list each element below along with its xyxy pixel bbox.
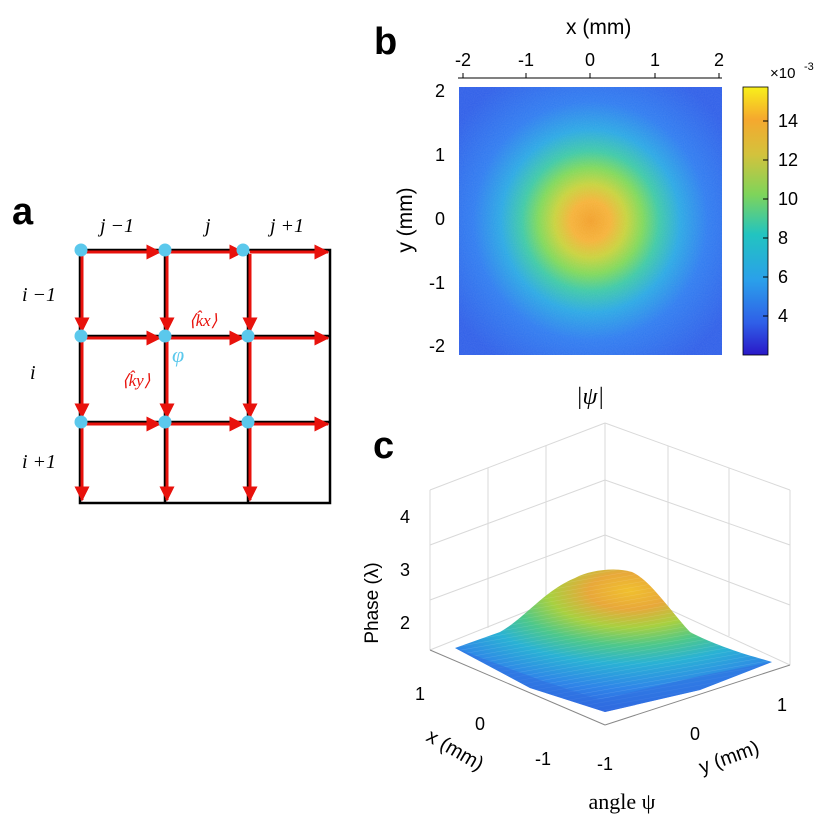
phase-surface-front [455, 648, 772, 712]
heatmap-caption: |ψ| [576, 384, 604, 410]
heatmap-xtick: 1 [650, 50, 660, 70]
surface-ytick: 1 [777, 695, 787, 715]
panel-b: b x (mm) -2 -1 0 1 2 [374, 16, 814, 410]
surface-xtick: -1 [535, 749, 551, 769]
surface-ztick: 2 [400, 613, 410, 633]
row-label-i-plus-1: i +1 [22, 451, 56, 473]
heatmap-ytick: -1 [429, 273, 445, 293]
colorbar-exponent: -3 [804, 61, 814, 73]
panel-a: a j −1 j j +1 i −1 i i +1 [12, 191, 332, 505]
heatmap-xtick: -2 [455, 50, 471, 70]
heatmap-ytick: 2 [435, 81, 445, 101]
grid-node [158, 243, 172, 257]
phase-surface-streaks [455, 569, 772, 712]
heatmap-ytick: 1 [435, 145, 445, 165]
panel-b-label: b [374, 21, 397, 63]
grid-node [241, 415, 255, 429]
kx-label: ⟨k̂x⟩ [189, 311, 218, 330]
surface-xtick: 0 [475, 714, 485, 734]
heatmap-left-axis: 2 1 0 -1 -2 y (mm) [394, 81, 445, 356]
surface-caption: angle ψ [589, 789, 656, 814]
heatmap-ylabel: y (mm) [394, 187, 417, 252]
column-label-j: j [202, 215, 211, 237]
panel-a-label: a [12, 191, 34, 233]
column-label-j-plus-1: j +1 [267, 215, 304, 237]
colorbar-tick: 14 [778, 111, 798, 131]
grid-node [74, 329, 88, 343]
heatmap-xtick: 0 [585, 50, 595, 70]
heatmap-noise [459, 87, 722, 355]
panel-c: c 4 [362, 422, 791, 814]
ky-label: ⟨k̂y⟩ [122, 371, 151, 390]
surface-xtick: 1 [415, 684, 425, 704]
surface-ylabel: y (mm) [696, 737, 762, 779]
colorbar-tick: 10 [778, 189, 798, 209]
surface-z-axis: 4 3 2 Phase (λ) [362, 507, 410, 644]
heatmap-xtick: -1 [518, 50, 534, 70]
surface-ytick: 0 [690, 724, 700, 744]
grid-node [74, 415, 88, 429]
surface-zlabel: Phase (λ) [362, 562, 383, 643]
surface-front-axes [429, 649, 791, 726]
colorbar-tick: 12 [778, 150, 798, 170]
row-label-i: i [30, 362, 36, 384]
ky-arrows [74, 254, 258, 502]
heatmap-ytick: -2 [429, 336, 445, 356]
surface-x-axis: 1 0 -1 x (mm) [415, 684, 551, 775]
phi-label: φ [172, 342, 184, 367]
grid-node [74, 243, 88, 257]
heatmap-ytick: 0 [435, 209, 445, 229]
colorbar-multiplier: ×10 [770, 65, 795, 82]
colorbar-tick: 6 [778, 267, 788, 287]
surface-box-grid [429, 422, 791, 666]
colorbar: 14 12 10 8 6 4 ×10 -3 [742, 61, 814, 356]
row-label-i-minus-1: i −1 [22, 284, 56, 306]
grid-lines [78, 248, 332, 505]
column-label-j-minus-1: j −1 [97, 215, 134, 237]
colorbar-tick: 8 [778, 228, 788, 248]
grid-node [236, 243, 250, 257]
kx-arrows [82, 244, 330, 432]
grid-node [241, 329, 255, 343]
surface-ztick: 3 [400, 560, 410, 580]
heatmap-xlabel: x (mm) [566, 16, 631, 39]
colorbar-gradient [742, 86, 769, 356]
surface-ztick: 4 [400, 507, 410, 527]
grid-node [158, 415, 172, 429]
grid-node [158, 329, 172, 343]
colorbar-tick: 4 [778, 306, 788, 326]
grid-nodes [74, 243, 255, 429]
surface-ytick: -1 [597, 754, 613, 774]
heatmap-xtick: 2 [714, 50, 724, 70]
panel-c-label: c [373, 425, 394, 467]
surface-y-axis: -1 0 1 y (mm) [597, 695, 787, 779]
heatmap-top-axis: -2 -1 0 1 2 [455, 50, 724, 79]
